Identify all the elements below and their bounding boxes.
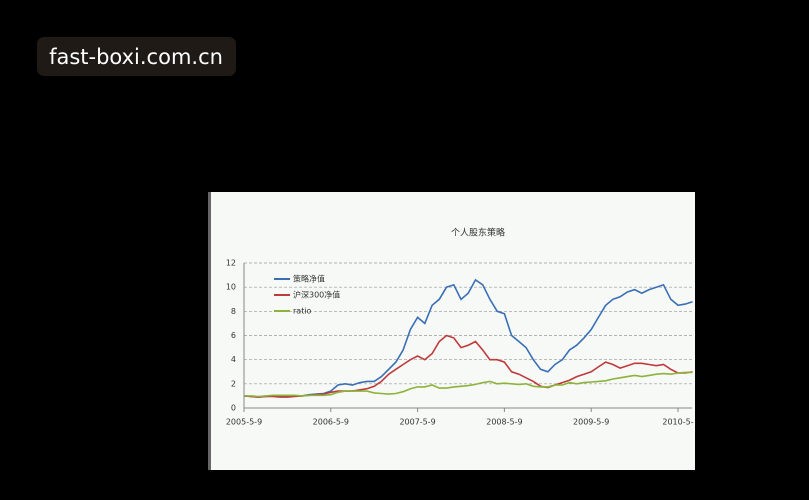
series-line (244, 371, 693, 398)
chart-frame (208, 192, 695, 470)
x-tick-label: 2010-5- (662, 418, 693, 427)
legend-label: ratio (293, 307, 312, 316)
chart: 0 2 4 6 8 10 12 2005-5-9 2006-5-9 2007-5-9 2008-5-… (226, 259, 694, 427)
y-tick-label: 2 (231, 379, 236, 388)
frame-edge (208, 192, 211, 470)
chart-title: 个人股东策略 (451, 227, 505, 239)
watermark: fast-boxi.com.cn (49, 45, 223, 69)
watermark-box (37, 37, 236, 76)
y-tick-label: 4 (231, 355, 236, 364)
x-tick-label: 2008-5-9 (486, 418, 522, 427)
x-tick-label: 2007-5-9 (399, 418, 435, 427)
x-tick-label: 2009-5-9 (573, 418, 609, 427)
x-tick-label: 2006-5-9 (313, 418, 349, 427)
legend-label: 策略净值 (293, 274, 325, 284)
y-tick-label: 10 (226, 283, 236, 292)
legend-label: 沪深300净值 (293, 290, 340, 300)
y-tick-label: 0 (231, 404, 236, 413)
y-tick-label: 8 (231, 307, 236, 316)
x-tick-label: 2005-5-9 (226, 418, 262, 427)
y-tick-label: 12 (226, 259, 236, 268)
y-tick-label: 6 (231, 331, 236, 340)
